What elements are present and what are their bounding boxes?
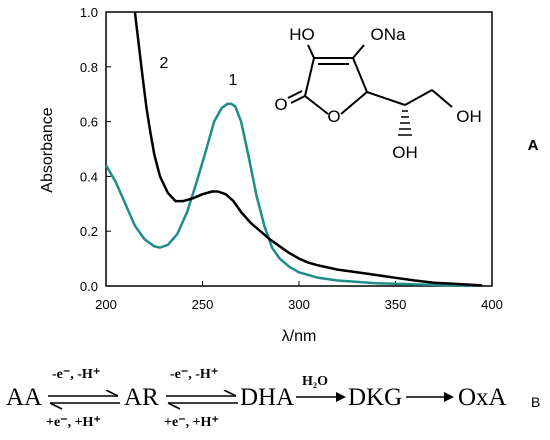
label-oh-terminal: OH: [456, 107, 482, 126]
x-axis: 200 250 300 350 400: [95, 281, 503, 312]
plot-frame: [105, 11, 493, 287]
y-axis: 0.0 0.2 0.4 0.6 0.8 1.0: [80, 5, 111, 294]
absorbance-chart: 0.0 0.2 0.4 0.6 0.8 1.0 200 250 300 350 400 Absor…: [39, 5, 539, 345]
bond-c4-c5: [366, 91, 406, 106]
y-tick-label: 0.6: [80, 115, 98, 130]
step1-forward-label: -e⁻, -H⁺: [52, 367, 101, 382]
y-axis-title: Absorbance: [39, 107, 56, 192]
bond-c1-o-carbonyl-double: [287, 90, 303, 99]
bond-c6-oh: [431, 89, 453, 108]
x-tick-label: 250: [192, 297, 214, 312]
sodium-ascorbate-structure: [287, 44, 453, 136]
equilibrium-arrow-2: [166, 390, 238, 410]
y-tick-label: 0.8: [80, 60, 98, 75]
species-dha: DHA: [240, 384, 295, 411]
spectra: [104, 11, 483, 287]
species-ar: AR: [124, 384, 159, 411]
oxidation-scheme: AA -e⁻, -H⁺ +e⁻, +H⁺ AR -e⁻, -H⁺ +e⁻, +H…: [0, 360, 550, 440]
label-carbonyl-o: O: [274, 95, 287, 114]
species-oxa: OxA: [458, 384, 507, 411]
x-axis-title: λ/nm: [282, 328, 317, 345]
bond-c4-o: [340, 91, 368, 115]
series-label-2: 2: [160, 55, 169, 72]
bond-o-c1: [304, 95, 329, 115]
x-tick-label: 350: [385, 297, 407, 312]
series-line-1: [104, 102, 473, 287]
step3-label: H₂O: [302, 374, 328, 389]
label-ona: ONa: [371, 25, 407, 44]
series-line-2: [133, 11, 483, 287]
step2-forward-label: -e⁻, -H⁺: [170, 367, 219, 382]
equilibrium-arrow-1: [48, 390, 120, 410]
bond-c2-oh: [307, 44, 315, 59]
y-tick-label: 0.4: [80, 169, 98, 184]
step2-reverse-label: +e⁻, +H⁺: [164, 415, 219, 430]
label-oh-c5: OH: [392, 143, 418, 162]
bond-c1-o-carbonyl: [290, 95, 306, 104]
bond-c3-c4: [352, 57, 368, 93]
bond-c1-c2: [304, 57, 315, 97]
bond-c5-c6: [404, 89, 433, 106]
series-label-1: 1: [229, 72, 238, 89]
x-tick-label: 300: [288, 297, 310, 312]
x-tick-label: 200: [95, 297, 117, 312]
y-tick-label: 0.2: [80, 224, 98, 239]
bond-c3-ona: [352, 44, 365, 59]
oxidation-arrow: [406, 392, 454, 402]
species-dkg: DKG: [348, 384, 403, 411]
hydrolysis-arrow: [296, 392, 346, 402]
step1-reverse-label: +e⁻, +H⁺: [46, 415, 101, 430]
label-ring-o: O: [327, 107, 340, 126]
species-aa: AA: [6, 384, 43, 411]
hashed-bond: [398, 110, 412, 136]
y-tick-label: 0.0: [80, 279, 98, 294]
panel-label-a: A: [528, 137, 539, 154]
panel-label-b: B: [531, 394, 541, 410]
label-ho: HO: [289, 25, 315, 44]
x-tick-label: 400: [481, 297, 503, 312]
y-tick-label: 1.0: [80, 5, 98, 20]
